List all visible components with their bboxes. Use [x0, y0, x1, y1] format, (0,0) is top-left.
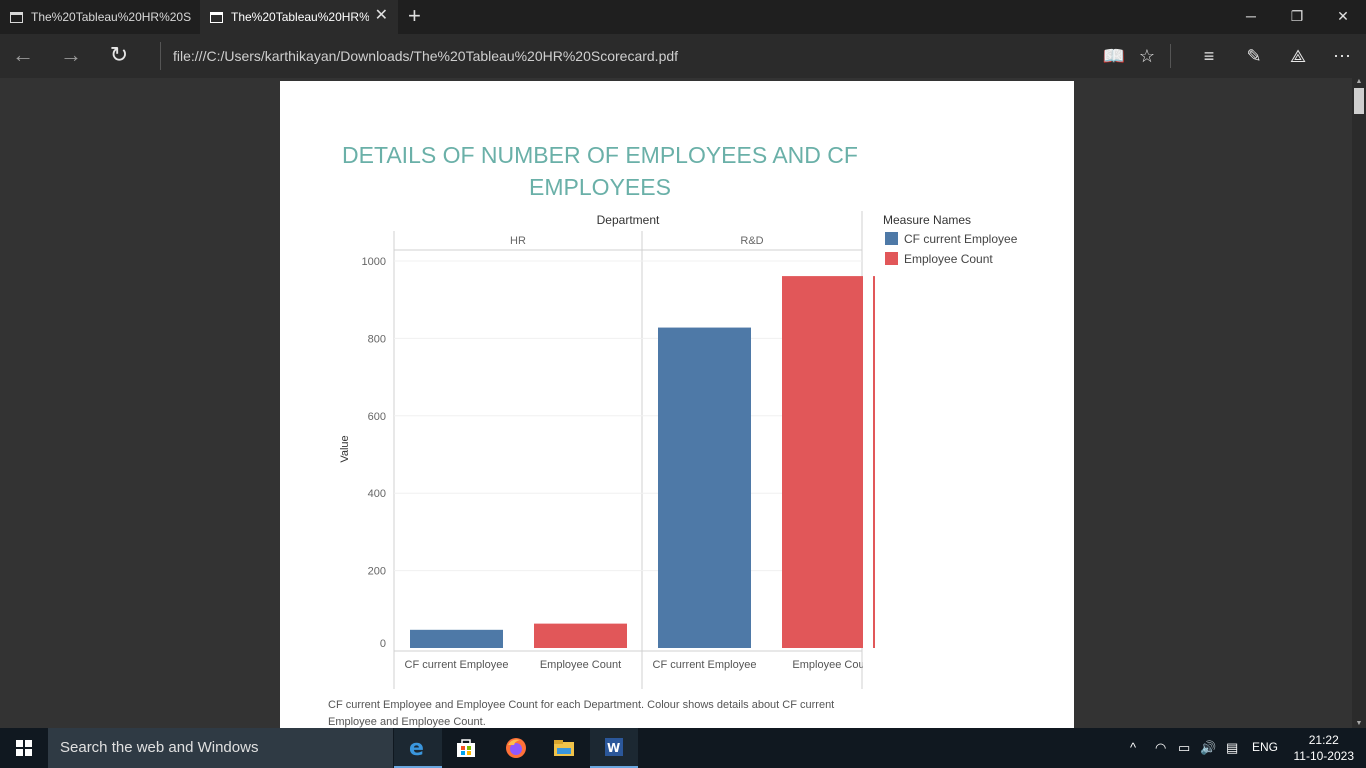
bar-cf-current-employee	[410, 629, 503, 648]
y-tick-label: 600	[368, 411, 386, 423]
legend-label: Employee Count	[904, 252, 993, 266]
restore-button[interactable]: ❐	[1290, 8, 1304, 24]
clock-time: 21:22	[1308, 733, 1339, 747]
chart-caption: CF current Employee and Employee Count f…	[328, 699, 835, 728]
tab-bar: The%20Tableau%20HR%20S The%20Tableau%20H…	[0, 0, 1366, 34]
forward-button[interactable]: →	[60, 42, 82, 67]
minimize-button[interactable]: ─	[1246, 8, 1256, 24]
scrollbar-thumb[interactable]	[1354, 88, 1364, 114]
department-label: HR	[510, 235, 526, 247]
refresh-button[interactable]: ↻	[109, 42, 129, 67]
taskbar-search-input[interactable]: Search the web and Windows	[48, 728, 393, 768]
toolbar-divider	[1170, 44, 1171, 68]
bar-cf-current-employee	[658, 327, 751, 648]
clock-date: 11-10-2023	[1293, 749, 1355, 763]
tab-page-icon	[210, 11, 223, 23]
legend-title: Measure Names	[883, 213, 971, 227]
bar-employee-count	[782, 276, 875, 648]
edge-app-icon[interactable]: e	[394, 728, 442, 768]
tab-pdf-1[interactable]: The%20Tableau%20HR%20S	[0, 0, 199, 34]
column-header: Department	[597, 213, 660, 227]
clock[interactable]: 21:22 11-10-2023	[1294, 732, 1355, 764]
store-app-icon[interactable]	[442, 728, 490, 768]
start-button[interactable]	[0, 728, 48, 768]
tab-label: The%20Tableau%20HR%	[231, 10, 369, 24]
volume-icon[interactable]: 🔊	[1200, 740, 1217, 755]
svg-text:e: e	[409, 736, 424, 759]
x-tick-label: CF current Employee	[405, 659, 509, 671]
legend-label: CF current Employee	[904, 232, 1018, 246]
plot-clip-mask	[863, 251, 873, 691]
close-tab-icon[interactable]: ✕	[374, 7, 388, 24]
windows-logo-icon	[16, 740, 32, 756]
tab-label: The%20Tableau%20HR%20S	[31, 10, 191, 24]
close-window-button[interactable]: ✕	[1337, 8, 1349, 24]
y-tick-label: 800	[368, 333, 386, 345]
bar-employee-count	[534, 623, 627, 648]
y-tick-label: 200	[368, 566, 386, 578]
tab-page-icon	[10, 11, 23, 23]
legend-swatch	[885, 232, 898, 245]
back-button[interactable]: ←	[12, 42, 34, 67]
x-tick-label: CF current Employee	[653, 659, 757, 671]
chart-title: DETAILS OF NUMBER OF EMPLOYEES AND CF EM…	[342, 142, 858, 200]
battery-icon[interactable]: ▭	[1178, 740, 1191, 755]
scroll-down-icon[interactable]: ▼	[1355, 720, 1363, 727]
file-explorer-icon[interactable]	[540, 728, 588, 768]
web-note-icon[interactable]: ✎	[1246, 46, 1262, 66]
tab-pdf-2-active[interactable]: The%20Tableau%20HR% ✕	[200, 0, 398, 34]
svg-text:W: W	[607, 741, 620, 755]
legend-swatch	[885, 252, 898, 265]
vertical-scrollbar[interactable]: ▲ ▼	[1352, 78, 1366, 728]
show-hidden-icons-icon[interactable]: ^	[1130, 740, 1137, 755]
firefox-app-icon[interactable]	[492, 728, 540, 768]
reading-view-icon[interactable]: 📖	[1102, 46, 1126, 66]
action-center-icon[interactable]: ▤	[1226, 740, 1239, 755]
language-indicator[interactable]: ENG	[1252, 740, 1279, 754]
scroll-up-icon[interactable]: ▲	[1355, 78, 1363, 85]
y-tick-label: 1000	[362, 256, 386, 268]
wifi-icon[interactable]: ◠	[1155, 740, 1167, 755]
navigation-bar: ← → ↻ file:///C:/Users/karthikayan/Downl…	[0, 34, 1366, 78]
taskbar: Search the web and Windows e W ^ ◠ ▭ 🔊 ▤…	[0, 728, 1366, 768]
y-tick-label: 400	[368, 488, 386, 500]
x-tick-label: Employee Cou	[792, 659, 864, 671]
y-axis-title: Value	[339, 435, 351, 462]
favorite-star-icon[interactable]: ☆	[1138, 46, 1156, 66]
hub-icon[interactable]: ≡	[1203, 46, 1215, 66]
word-app-icon[interactable]: W	[590, 728, 638, 768]
pdf-page: DETAILS OF NUMBER OF EMPLOYEES AND CF EM…	[280, 81, 1074, 728]
bar-chart: Department HR R&D 0 200 400 600 800 1000 Value CF …	[339, 211, 1018, 691]
x-tick-label: Employee Count	[540, 659, 621, 671]
pdf-viewer: DETAILS OF NUMBER OF EMPLOYEES AND CF EM…	[0, 78, 1366, 728]
share-icon[interactable]: ⟁	[1289, 46, 1307, 66]
y-tick-label: 0	[380, 638, 386, 650]
more-icon[interactable]: ⋯	[1333, 46, 1351, 66]
address-bar[interactable]: file:///C:/Users/karthikayan/Downloads/T…	[160, 42, 1060, 70]
department-label: R&D	[740, 235, 763, 247]
new-tab-button[interactable]: +	[408, 3, 421, 28]
